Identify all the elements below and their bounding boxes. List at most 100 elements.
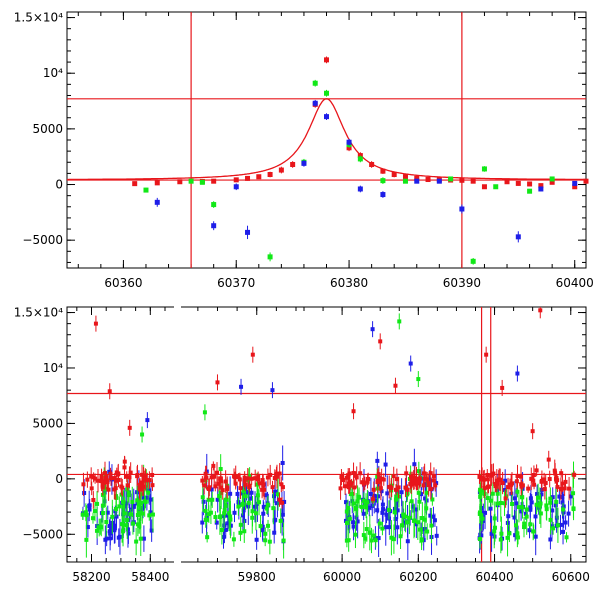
bottom-data-point — [137, 486, 142, 491]
bottom-data-point — [538, 308, 543, 313]
bottom-data-point — [375, 480, 380, 485]
bottom-data-point — [277, 471, 282, 476]
bottom-data-point — [414, 522, 419, 527]
bottom-data-point — [343, 518, 348, 523]
bottom-data-point — [480, 516, 485, 521]
bottom-data-point — [208, 510, 213, 515]
bottom-data-point — [150, 512, 155, 517]
bottom-data-point — [485, 496, 490, 501]
bottom-data-point — [498, 501, 503, 506]
bottom-data-point — [561, 507, 566, 512]
top-data-point — [572, 180, 578, 186]
bottom-data-point — [278, 518, 283, 523]
bottom-data-point — [355, 499, 360, 504]
bottom-data-point — [343, 484, 348, 489]
bottom-data-point — [233, 481, 238, 486]
bottom-data-point — [135, 513, 140, 518]
bottom-data-point — [402, 520, 407, 525]
bottom-data-point — [117, 504, 122, 509]
top-data-point — [290, 161, 296, 167]
bottom-data-point — [355, 519, 360, 524]
bottom-data-point — [209, 475, 214, 480]
bottom-data-point — [255, 493, 260, 498]
bottom-data-point — [351, 501, 356, 506]
bottom-data-point — [222, 511, 227, 516]
bottom-data-point — [512, 496, 517, 501]
bottom-data-point — [140, 487, 145, 492]
bottom-data-point — [504, 494, 509, 499]
bottom-data-point — [370, 497, 375, 502]
bottom-data-point — [90, 516, 95, 521]
bottom-data-point — [477, 510, 482, 515]
bottom-data-point — [239, 384, 244, 389]
bottom-data-point — [113, 509, 118, 514]
top-data-point — [481, 166, 487, 172]
bottom-data-point — [141, 505, 146, 510]
bottom-data-point — [203, 508, 208, 513]
bottom-data-point — [494, 478, 499, 483]
bottom-data-point — [143, 500, 148, 505]
bottom-data-point — [225, 513, 230, 518]
bottom-data-point — [549, 524, 554, 529]
bottom-data-point — [495, 491, 500, 496]
bottom-data-point — [274, 474, 279, 479]
bottom-data-point — [353, 505, 358, 510]
top-data-point — [436, 178, 442, 184]
bottom-data-point — [523, 511, 528, 516]
bottom-data-point — [150, 472, 155, 477]
bottom-y-tick-label: 1.5×10⁴ — [14, 306, 63, 320]
bottom-data-point — [93, 321, 98, 326]
bottom-data-point — [393, 487, 398, 492]
bottom-data-point — [361, 481, 366, 486]
bottom-data-point — [515, 531, 520, 536]
bottom-data-point — [200, 495, 205, 500]
bottom-data-point — [376, 472, 381, 477]
bottom-data-point — [224, 497, 229, 502]
bottom-data-point — [483, 510, 488, 515]
bottom-y-tick-label: −5000 — [22, 527, 63, 541]
bottom-data-point — [426, 481, 431, 486]
top-data-point — [267, 172, 273, 178]
top-series — [143, 79, 555, 265]
bottom-data-point — [344, 475, 349, 480]
bottom-data-point — [222, 508, 227, 513]
bottom-data-point — [482, 477, 487, 482]
bottom-data-point — [276, 492, 281, 497]
bottom-data-point — [396, 485, 401, 490]
top-data-point — [312, 100, 318, 106]
bottom-data-point — [141, 495, 146, 500]
bottom-data-point — [104, 536, 109, 541]
bottom-data-point — [354, 475, 359, 480]
bottom-data-point — [258, 524, 263, 529]
bottom-data-point — [255, 477, 260, 482]
bottom-data-point — [124, 474, 129, 479]
bottom-data-point — [350, 492, 355, 497]
bottom-data-point — [131, 504, 136, 509]
bottom-data-point — [507, 531, 512, 536]
bottom-data-point — [378, 339, 383, 344]
top-data-point — [380, 168, 386, 174]
bottom-data-point — [384, 512, 389, 517]
bottom-data-point — [417, 527, 422, 532]
bottom-data-point — [423, 476, 428, 481]
bottom-data-point — [206, 497, 211, 502]
bottom-data-point — [395, 525, 400, 530]
top-data-point — [515, 180, 521, 186]
top-y-tick-label: 0 — [55, 178, 63, 192]
top-x-tick-label: 60390 — [443, 276, 481, 290]
bottom-data-point — [114, 495, 119, 500]
bottom-data-point — [273, 489, 278, 494]
bottom-data-point — [105, 480, 110, 485]
bottom-data-point — [223, 479, 228, 484]
bottom-data-point — [548, 517, 553, 522]
bottom-data-point — [261, 504, 266, 509]
top-series — [132, 56, 589, 190]
bottom-data-point — [528, 507, 533, 512]
bottom-data-point — [81, 482, 86, 487]
bottom-data-point — [431, 514, 436, 519]
bottom-data-point — [220, 488, 225, 493]
bottom-y-tick-label: 0 — [55, 472, 63, 486]
top-data-point — [278, 167, 284, 173]
bottom-data-point — [200, 478, 205, 483]
